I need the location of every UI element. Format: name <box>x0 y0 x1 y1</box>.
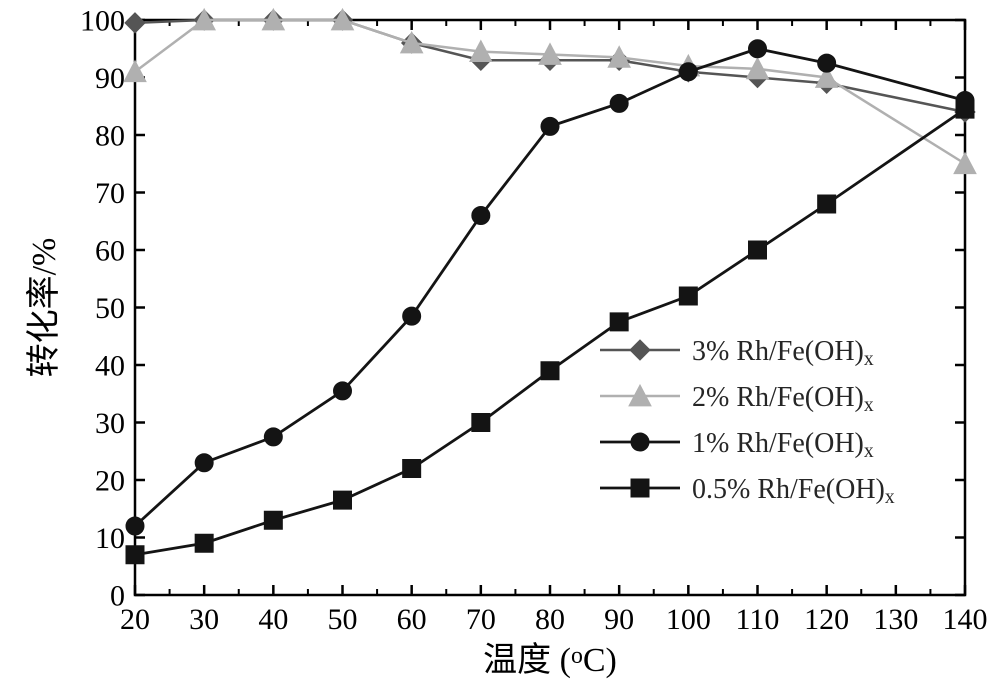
svg-text:120: 120 <box>804 603 849 636</box>
svg-text:80: 80 <box>535 603 565 636</box>
svg-text:90: 90 <box>95 62 125 95</box>
svg-text:10: 10 <box>95 522 125 555</box>
svg-text:1% Rh/Fe(OH)x: 1% Rh/Fe(OH)x <box>692 428 874 462</box>
svg-text:50: 50 <box>328 603 358 636</box>
svg-text:90: 90 <box>604 603 634 636</box>
chart-container: 2030405060708090100110120130140010203040… <box>0 0 1000 689</box>
svg-text:0: 0 <box>110 580 125 613</box>
svg-text:100: 100 <box>80 5 125 38</box>
svg-text:0.5% Rh/Fe(OH)x: 0.5% Rh/Fe(OH)x <box>692 474 895 508</box>
svg-text:50: 50 <box>95 292 125 325</box>
svg-text:40: 40 <box>258 603 288 636</box>
line-chart: 2030405060708090100110120130140010203040… <box>0 0 1000 689</box>
svg-text:3% Rh/Fe(OH)x: 3% Rh/Fe(OH)x <box>692 336 874 370</box>
svg-text:30: 30 <box>189 603 219 636</box>
svg-text:40: 40 <box>95 350 125 383</box>
svg-text:30: 30 <box>95 407 125 440</box>
svg-text:转化率/%: 转化率/% <box>25 238 63 378</box>
svg-text:110: 110 <box>736 603 780 636</box>
svg-text:100: 100 <box>666 603 711 636</box>
svg-text:20: 20 <box>95 465 125 498</box>
svg-text:70: 70 <box>95 177 125 210</box>
svg-text:130: 130 <box>873 603 918 636</box>
svg-text:70: 70 <box>466 603 496 636</box>
svg-text:温度 (oC): 温度 (oC) <box>483 641 617 679</box>
svg-text:60: 60 <box>95 235 125 268</box>
svg-text:2% Rh/Fe(OH)x: 2% Rh/Fe(OH)x <box>692 382 874 416</box>
svg-text:80: 80 <box>95 120 125 153</box>
svg-text:60: 60 <box>397 603 427 636</box>
svg-text:140: 140 <box>943 603 988 636</box>
